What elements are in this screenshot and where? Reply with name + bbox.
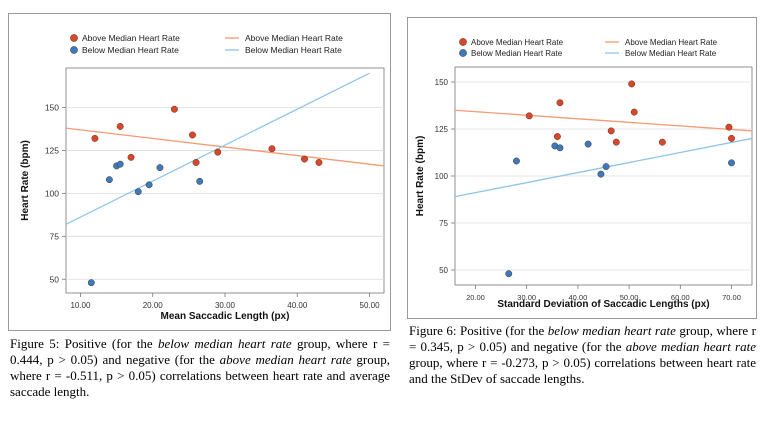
data-point — [512, 157, 520, 165]
y-tick-label: 100 — [45, 188, 59, 198]
data-point — [525, 112, 533, 120]
y-tick-label: 50 — [439, 266, 448, 275]
x-tick-label: 30.00 — [517, 293, 536, 302]
legend-marker — [459, 38, 467, 46]
figure-5-caption: Figure 5: Positive (for the below median… — [10, 336, 390, 400]
data-point — [170, 105, 178, 113]
x-tick-label: 40.00 — [287, 301, 308, 310]
x-tick-label: 50.00 — [360, 301, 381, 310]
figure-6-panel: 50 75 100 125 150 20.00 30.00 40.00 50.00 60.00 70… — [407, 17, 757, 319]
data-point — [630, 108, 638, 116]
x-tick-label: 20.00 — [143, 301, 164, 310]
data-point — [189, 131, 196, 139]
data-point — [597, 170, 605, 178]
y-tick-label: 125 — [45, 145, 59, 155]
data-point — [87, 279, 95, 287]
data-point — [116, 160, 124, 168]
data-point — [127, 153, 135, 161]
data-point — [602, 163, 610, 171]
y-tick-label: 125 — [435, 125, 449, 134]
caption-emphasis: below median heart rate — [547, 323, 676, 338]
data-point — [116, 122, 124, 130]
legend-label: Above Median Heart Rate — [625, 38, 718, 47]
legend-label: Below Median Heart Rate — [471, 49, 563, 58]
x-tick-label: 20.00 — [466, 293, 485, 302]
data-point — [156, 164, 164, 172]
data-point — [134, 188, 142, 196]
legend-label: Below Median Heart Rate — [82, 45, 179, 55]
caption-emphasis: above median heart rate — [219, 352, 352, 367]
legend-marker — [70, 46, 78, 54]
plot-area — [65, 67, 385, 294]
data-point — [505, 270, 513, 278]
x-tick-label: 70.00 — [722, 293, 741, 302]
legend-marker — [70, 34, 78, 42]
x-tick-label: 40.00 — [569, 293, 588, 302]
y-tick-label: 100 — [435, 172, 449, 181]
y-axis-label: Heart Rate (bpm) — [20, 140, 31, 221]
figure-5-chart: 50 75 100 125 150 10.00 20.00 30.00 40.00 50.00 Me… — [8, 13, 391, 331]
y-tick-label: 50 — [50, 274, 60, 284]
legend-marker — [459, 49, 467, 57]
fit-line — [66, 127, 384, 167]
y-tick-label: 75 — [439, 219, 448, 228]
figure-6-chart: 50 75 100 125 150 20.00 30.00 40.00 50.00 60.00 70… — [407, 17, 757, 319]
y-tick-label: 150 — [45, 103, 59, 113]
caption-emphasis: below median heart rate — [157, 336, 292, 351]
data-point — [145, 181, 153, 189]
data-point — [556, 144, 564, 152]
data-point — [607, 127, 615, 135]
legend-label: Below Median Heart Rate — [245, 45, 342, 55]
caption-text: group, where r = 0.345, p > 0.05) and ne… — [409, 323, 756, 354]
x-tick-label: 50.00 — [620, 293, 639, 302]
x-axis-label: Mean Saccadic Length (px) — [161, 311, 290, 322]
data-point — [268, 145, 276, 153]
data-point — [584, 140, 592, 148]
x-tick-label: 10.00 — [70, 301, 91, 310]
data-point — [105, 176, 113, 184]
data-point — [91, 134, 99, 142]
x-axis-label: Standard Deviation of Saccadic Lengths (… — [497, 299, 709, 310]
caption-text: group, where r = 0.444, p > 0.05) and ne… — [10, 336, 390, 367]
caption-text: Figure 5: Positive (for the — [10, 336, 158, 351]
data-point — [192, 159, 200, 166]
data-point — [658, 138, 666, 146]
data-point — [214, 148, 222, 156]
figure-6-caption: Figure 6: Positive (for the below median… — [409, 323, 756, 387]
legend-label: Above Median Heart Rate — [245, 33, 343, 43]
data-point — [301, 155, 308, 163]
figure-5-panel: 50 75 100 125 150 10.00 20.00 30.00 40.00 50.00 Me… — [8, 13, 391, 331]
y-tick-label: 150 — [435, 78, 449, 87]
legend-label: Above Median Heart Rate — [82, 33, 180, 43]
data-point — [196, 177, 204, 185]
caption-text: group, where r = -0.511, p > 0.05) corre… — [10, 352, 390, 399]
data-point — [315, 159, 323, 166]
data-point — [556, 99, 564, 107]
y-tick-label: 75 — [50, 231, 60, 241]
data-point — [612, 138, 620, 146]
fit-line — [455, 109, 752, 132]
data-point — [725, 123, 733, 131]
data-point — [553, 133, 561, 140]
legend-label: Below Median Heart Rate — [625, 49, 717, 58]
data-point — [728, 159, 735, 167]
x-tick-label: 60.00 — [671, 293, 690, 302]
x-tick-label: 30.00 — [215, 301, 236, 310]
y-axis-label: Heart Rate (bpm) — [415, 136, 426, 217]
caption-text: group, where r = -0.273, p > 0.05) corre… — [409, 355, 756, 386]
caption-emphasis: above median heart rate — [625, 339, 756, 354]
caption-text: Figure 6: Positive (for the — [409, 323, 548, 338]
legend-label: Above Median Heart Rate — [471, 38, 564, 47]
data-point — [728, 134, 735, 142]
data-point — [628, 80, 636, 88]
